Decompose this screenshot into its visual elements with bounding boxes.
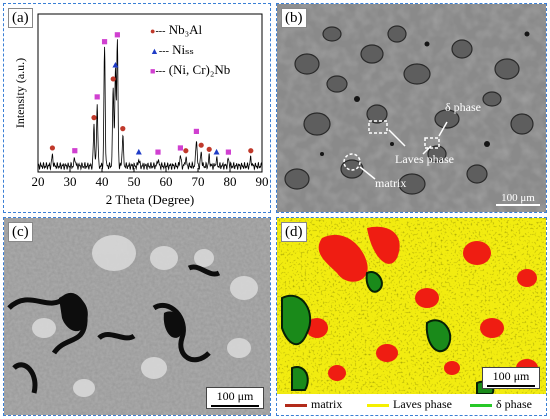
phase-legend-matrix: matrix [285,397,342,412]
phase-legend-laves: Laves phase [367,397,452,412]
phase-map-image [277,218,546,395]
peak-marker-nb3al [91,115,97,121]
laves-swatch [367,403,389,407]
peak-marker-nicrnb [155,149,161,155]
peak-marker-nicrnb [72,148,78,154]
peak-marker-nb3al [110,76,116,82]
legend-item-niss: ▲--- Niₛₛ [150,42,194,57]
panel-d-tag: (d) [281,222,307,242]
x-tick-label: 30 [64,174,77,189]
peak-marker-nicrnb [114,32,120,38]
peak-marker-nicrnb [225,149,231,155]
peak-marker-nicrnb [193,128,199,134]
xrd-spectrum-line [37,39,263,171]
panel-b-tag: (b) [281,8,307,28]
panel-b-scale-bar: 100 μm [496,192,540,206]
y-axis-label: Intensity (a.u.) [13,58,27,128]
peak-marker-nb3al [120,126,126,132]
peak-marker-niss [213,148,220,155]
xrd-chart: 20 30 40 50 60 70 80 90 2 Theta (Degree) Intensit… [13,13,269,207]
legend-item-nb3al: ●--- Nb₃Al [150,22,203,37]
panel-d-scale-bar: 100 μm [482,367,540,389]
legend-item-nicrnb: ■--- (Ni, Cr)₂Nb [150,62,231,77]
x-tick-label: 70 [192,174,205,189]
panel-d: (d) 100 μm matrix Laves phase δ phase [276,217,547,416]
plot-frame [37,13,263,173]
panel-c-tag: (c) [8,222,33,242]
panel-b: (b) δ phase Laves phase matrix 100 μm [276,3,547,213]
x-tick-label: 60 [160,174,173,189]
x-tick-label: 40 [96,174,109,189]
laves-phase-label: Laves phase [395,152,454,166]
x-tick-label: 20 [32,174,45,189]
delta-phase-label: δ phase [445,100,481,114]
panel-c-scale-bar: 100 μm [206,387,264,409]
peak-marker-niss [112,61,119,68]
peak-marker-nicrnb [101,39,108,45]
peak-marker-nb3al [198,142,204,148]
panel-a: 20 30 40 50 60 70 80 90 2 Theta (Degree) Intensit… [3,3,271,213]
phase-legend-delta: δ phase [470,397,532,412]
x-axis-label: 2 Theta (Degree) [106,192,195,207]
peak-marker-niss [135,148,142,155]
peak-marker-nb3al [206,146,212,152]
peak-marker-nicrnb [177,145,183,151]
x-tick-label: 90 [256,174,269,189]
optical-micrograph-image [4,218,270,415]
peak-marker-nicrnb [94,94,100,100]
x-tick-label: 80 [224,174,237,189]
matrix-swatch [285,403,307,407]
panel-c: (c) 100 μm [3,217,271,416]
peak-marker-nb3al [183,148,189,154]
panel-a-tag: (a) [8,8,33,28]
matrix-label: matrix [375,176,407,190]
x-tick-label: 50 [128,174,141,189]
peak-marker-nb3al [49,145,56,151]
phase-legend: matrix Laves phase δ phase [277,394,546,415]
peak-marker-nb3al [248,148,254,154]
sem-micrograph-image [277,4,546,212]
delta-swatch [470,403,492,407]
